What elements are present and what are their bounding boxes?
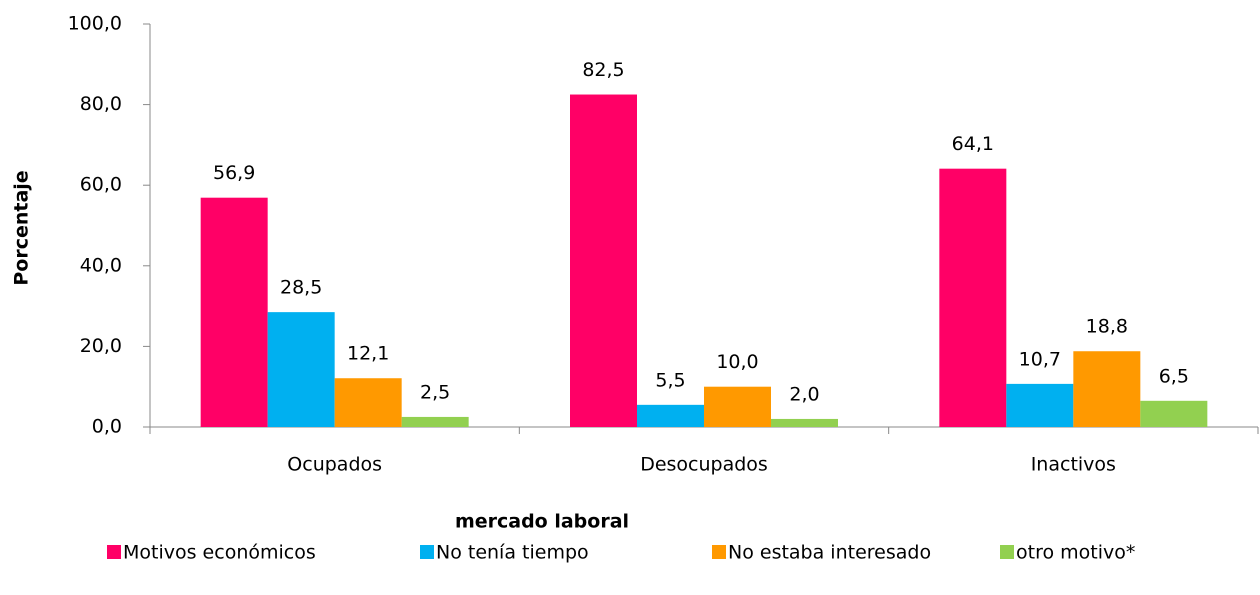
bar: [200, 197, 268, 427]
bar: [939, 168, 1007, 427]
y-tick-label: 100,0: [68, 13, 122, 35]
data-label: 64,1: [952, 133, 994, 155]
bar: [637, 404, 704, 427]
data-label: 10,7: [1019, 348, 1061, 370]
data-label: 18,8: [1086, 316, 1128, 338]
data-label: 28,5: [280, 277, 322, 299]
data-label: 10,0: [716, 351, 758, 373]
bar: [771, 418, 838, 427]
bar: [1073, 351, 1141, 427]
data-label: 2,0: [789, 383, 819, 405]
x-axis-title: mercado laboral: [455, 511, 629, 533]
bar: [1140, 400, 1208, 427]
y-tick-label: 80,0: [80, 93, 122, 115]
data-label: 2,5: [420, 381, 450, 403]
y-tick-label: 60,0: [80, 174, 122, 196]
data-label: 5,5: [655, 369, 685, 391]
legend-swatch: [420, 545, 434, 559]
bar: [1006, 383, 1074, 427]
legend-label: No estaba interesado: [728, 542, 931, 564]
y-tick-label: 0,0: [92, 416, 122, 438]
data-label: 82,5: [582, 59, 624, 81]
bar: [570, 94, 637, 428]
bar: [401, 416, 469, 427]
bar: [704, 386, 771, 427]
legend-swatch: [1000, 545, 1014, 559]
legend-label: No tenía tiempo: [436, 542, 589, 564]
data-label: 12,1: [347, 343, 389, 365]
legend-label: Motivos económicos: [123, 542, 316, 564]
data-label: 6,5: [1159, 365, 1189, 387]
legend-swatch: [107, 545, 121, 559]
data-label: 56,9: [213, 162, 255, 184]
legend-label: otro motivo*: [1016, 542, 1135, 564]
x-tick-label: Ocupados: [287, 454, 382, 476]
legend-swatch: [712, 545, 726, 559]
y-tick-label: 20,0: [80, 335, 122, 357]
bar: [334, 378, 402, 427]
x-tick-label: Desocupados: [640, 454, 768, 476]
y-axis-title: Porcentaje: [11, 170, 33, 285]
y-tick-label: 40,0: [80, 254, 122, 276]
bar: [267, 312, 335, 427]
x-tick-label: Inactivos: [1031, 454, 1116, 476]
